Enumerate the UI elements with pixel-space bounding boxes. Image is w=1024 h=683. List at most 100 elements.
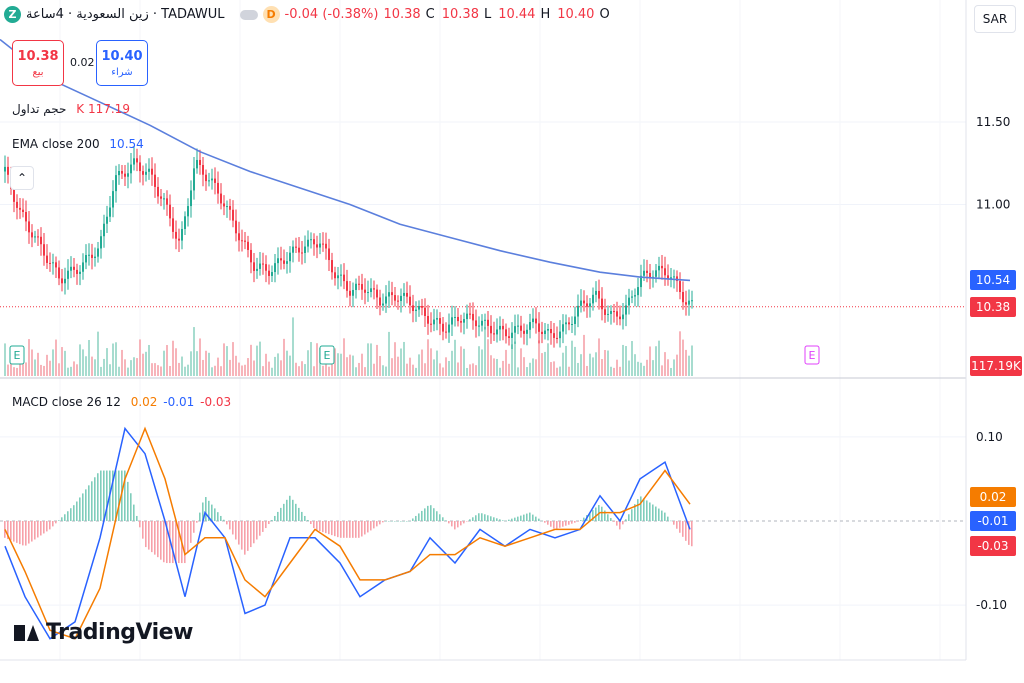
symbol-header: Z زين السعودية · 4ساعة · TADAWUL D -0.04… — [4, 6, 612, 23]
histogram-bar — [304, 515, 306, 521]
macd-legend[interactable]: MACD close 26 12 0.02 -0.01 -0.03 — [12, 395, 231, 409]
volume-bar — [271, 367, 273, 376]
volume-legend[interactable]: حجم تداول K 117.19 — [12, 102, 130, 116]
histogram-bar — [127, 481, 129, 521]
candle-body — [121, 170, 123, 174]
candle-body — [604, 309, 606, 315]
volume-bar — [4, 343, 6, 376]
volume-bar — [190, 351, 192, 376]
candle-body — [457, 316, 459, 322]
candle-body — [220, 193, 222, 204]
histogram-bar — [289, 495, 291, 521]
volume-bar — [385, 366, 387, 376]
market-status-icon — [239, 9, 258, 20]
price-axis[interactable]: 11.50 11.00 0.10 -0.10 — [976, 115, 1010, 612]
histogram-bar — [499, 519, 501, 521]
candle-body — [691, 300, 693, 302]
histogram-bar — [292, 499, 294, 521]
candle-body — [445, 331, 447, 333]
histogram-bar — [529, 512, 531, 521]
candle-body — [115, 175, 117, 192]
histogram-bar — [268, 521, 270, 525]
candle-body — [211, 178, 213, 181]
volume-bar — [151, 363, 153, 376]
volume-bar — [253, 360, 255, 376]
histogram-bar — [454, 521, 456, 530]
candle-body — [82, 262, 84, 272]
candle-body — [556, 337, 558, 339]
histogram-bar — [382, 521, 384, 523]
volume-bar — [637, 361, 639, 376]
histogram-bar — [70, 508, 72, 521]
candle-body — [685, 302, 687, 305]
histogram-bar — [28, 521, 30, 544]
volume-bar — [511, 344, 513, 376]
histogram-bar — [514, 517, 516, 521]
histogram-bar — [418, 513, 420, 521]
candle-body — [466, 313, 468, 320]
volume-bar — [100, 366, 102, 376]
histogram-bar — [277, 511, 279, 521]
volume-bar — [532, 358, 534, 376]
ema-legend[interactable]: EMA close 200 10.54 — [12, 137, 144, 151]
candle-body — [97, 248, 99, 257]
candle-body — [271, 272, 273, 276]
candle-body — [595, 290, 597, 295]
histogram-bar — [178, 521, 180, 564]
candle-body — [520, 325, 522, 331]
volume-bar — [16, 367, 18, 376]
histogram-bar — [595, 507, 597, 521]
volume-bar — [94, 359, 96, 376]
histogram-bar — [406, 521, 408, 522]
symbol-title[interactable]: زين السعودية · 4ساعة · TADAWUL — [26, 7, 225, 22]
candle-body — [124, 173, 126, 177]
volume-bar — [514, 341, 516, 376]
volume-bar — [307, 350, 309, 376]
histogram-bar — [211, 504, 213, 521]
candle-body — [409, 296, 411, 306]
candle-body — [13, 188, 15, 202]
tradingview-logo[interactable]: TradingView — [14, 620, 193, 645]
candle-body — [34, 236, 36, 238]
histogram-bar — [472, 517, 474, 521]
volume-bar — [505, 349, 507, 376]
histogram-bar — [223, 519, 225, 521]
histogram-bar — [100, 470, 102, 521]
histogram-bar — [613, 521, 615, 522]
histogram-bar — [352, 521, 354, 538]
candle-body — [94, 256, 96, 258]
volume-bar — [457, 362, 459, 376]
histogram-bar — [220, 515, 222, 521]
candle-body — [448, 324, 450, 333]
histogram-bar — [160, 521, 162, 560]
histogram-bar — [298, 507, 300, 521]
histogram-bar — [427, 505, 429, 521]
volume-bar — [478, 346, 480, 376]
candle-body — [139, 162, 141, 172]
sell-button[interactable]: 10.38 بيع — [12, 40, 64, 86]
candle-body — [259, 263, 261, 269]
volume-bar — [634, 354, 636, 376]
candle-body — [166, 198, 168, 205]
volume-bar — [166, 345, 168, 376]
currency-selector[interactable]: SAR — [974, 5, 1016, 33]
volume-bar — [265, 353, 267, 376]
volume-bar — [466, 367, 468, 376]
collapse-legend-button[interactable]: ⌃ — [10, 166, 34, 190]
earnings-marker-label: E — [324, 349, 331, 362]
buy-button[interactable]: 10.40 شراء — [96, 40, 148, 86]
volume-bar — [358, 362, 360, 376]
volume-bar — [52, 349, 54, 376]
volume-bar — [217, 357, 219, 376]
price-change: -0.04 (-0.38%) — [284, 7, 379, 22]
delayed-data-badge[interactable]: D — [262, 6, 280, 23]
histogram-bar — [517, 516, 519, 521]
candle-body — [277, 258, 279, 264]
histogram-bar — [334, 521, 336, 537]
histogram-bar — [316, 521, 318, 531]
volume-bar — [640, 362, 642, 376]
volume-bar — [61, 347, 63, 376]
volume-bar — [595, 352, 597, 376]
